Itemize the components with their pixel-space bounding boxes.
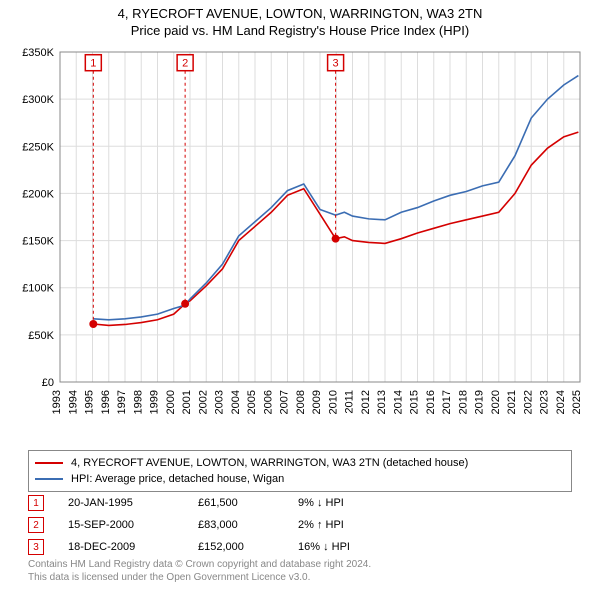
event-price: £152,000 <box>198 541 298 553</box>
ytick-label: £300K <box>22 94 54 106</box>
xtick-label: 2000 <box>165 390 177 414</box>
xtick-label: 1995 <box>84 390 96 414</box>
title-line2: Price paid vs. HM Land Registry's House … <box>0 23 600 38</box>
event-price: £83,000 <box>198 519 298 531</box>
xtick-label: 2004 <box>230 390 242 414</box>
xtick-label: 2005 <box>246 390 258 414</box>
legend-label: HPI: Average price, detached house, Wiga… <box>71 473 284 485</box>
event-date: 15-SEP-2000 <box>68 519 198 531</box>
xtick-label: 1998 <box>132 390 144 414</box>
event-diff: 2% ↑ HPI <box>298 519 418 531</box>
event-number: 1 <box>28 495 44 511</box>
legend-row: HPI: Average price, detached house, Wiga… <box>35 471 565 487</box>
legend-label: 4, RYECROFT AVENUE, LOWTON, WARRINGTON, … <box>71 457 468 469</box>
event-diff: 9% ↓ HPI <box>298 497 418 509</box>
xtick-label: 2022 <box>522 390 534 414</box>
event-number: 2 <box>28 517 44 533</box>
xtick-label: 1993 <box>51 390 63 414</box>
marker-number: 2 <box>182 58 188 70</box>
xtick-label: 2016 <box>425 390 437 414</box>
xtick-label: 2019 <box>474 390 486 414</box>
xtick-label: 2012 <box>360 390 372 414</box>
event-date: 18-DEC-2009 <box>68 541 198 553</box>
ytick-label: £50K <box>28 330 54 342</box>
ytick-label: £100K <box>22 283 54 295</box>
legend-line <box>35 462 63 464</box>
footer: Contains HM Land Registry data © Crown c… <box>28 558 371 584</box>
legend-row: 4, RYECROFT AVENUE, LOWTON, WARRINGTON, … <box>35 455 565 471</box>
ytick-label: £350K <box>22 48 54 59</box>
marker-dot <box>89 320 97 328</box>
footer-line1: Contains HM Land Registry data © Crown c… <box>28 558 371 571</box>
footer-line2: This data is licensed under the Open Gov… <box>28 571 371 584</box>
ytick-label: £250K <box>22 141 54 153</box>
ytick-label: £150K <box>22 236 54 248</box>
xtick-label: 2008 <box>295 390 307 414</box>
xtick-label: 2006 <box>262 390 274 414</box>
xtick-label: 2024 <box>555 390 567 414</box>
price-chart: £0 £50K £100K £150K £200K £250K £300K £350K 1993… <box>10 48 590 430</box>
xtick-label: 2001 <box>181 390 193 414</box>
marker-dot <box>332 235 340 243</box>
xtick-label: 2020 <box>490 390 502 414</box>
event-row: 3 18-DEC-2009£152,00016% ↓ HPI <box>28 536 418 558</box>
xtick-label: 2003 <box>214 390 226 414</box>
legend: 4, RYECROFT AVENUE, LOWTON, WARRINGTON, … <box>28 450 572 492</box>
event-row: 1 20-JAN-1995£61,5009% ↓ HPI <box>28 492 418 514</box>
title-line1: 4, RYECROFT AVENUE, LOWTON, WARRINGTON, … <box>0 6 600 21</box>
marker-number: 3 <box>333 58 339 70</box>
event-row: 2 15-SEP-2000£83,0002% ↑ HPI <box>28 514 418 536</box>
legend-line <box>35 478 63 480</box>
ytick-label: £200K <box>22 188 54 200</box>
xtick-label: 2002 <box>197 390 209 414</box>
xtick-label: 2010 <box>327 390 339 414</box>
event-date: 20-JAN-1995 <box>68 497 198 509</box>
xtick-label: 1997 <box>116 390 128 414</box>
xtick-label: 2011 <box>344 390 356 414</box>
xtick-label: 1996 <box>100 390 112 414</box>
events-table: 1 20-JAN-1995£61,5009% ↓ HPI 2 15-SEP-2000£… <box>28 492 418 558</box>
xtick-label: 2017 <box>441 390 453 414</box>
xtick-label: 2025 <box>571 390 583 414</box>
xtick-label: 1999 <box>149 390 161 414</box>
xtick-label: 2021 <box>506 390 518 414</box>
event-price: £61,500 <box>198 497 298 509</box>
event-number: 3 <box>28 539 44 555</box>
xtick-label: 2014 <box>392 390 404 414</box>
xtick-label: 2015 <box>409 390 421 414</box>
marker-number: 1 <box>90 58 96 70</box>
xtick-label: 2018 <box>457 390 469 414</box>
xtick-label: 2023 <box>539 390 551 414</box>
chart-titles: 4, RYECROFT AVENUE, LOWTON, WARRINGTON, … <box>0 0 600 38</box>
xtick-label: 1994 <box>67 390 79 414</box>
xtick-label: 2007 <box>279 390 291 414</box>
xtick-label: 2009 <box>311 390 323 414</box>
ytick-label: £0 <box>42 377 54 389</box>
page: 4, RYECROFT AVENUE, LOWTON, WARRINGTON, … <box>0 0 600 590</box>
event-diff: 16% ↓ HPI <box>298 541 418 553</box>
xtick-label: 2013 <box>376 390 388 414</box>
marker-dot <box>181 300 189 308</box>
